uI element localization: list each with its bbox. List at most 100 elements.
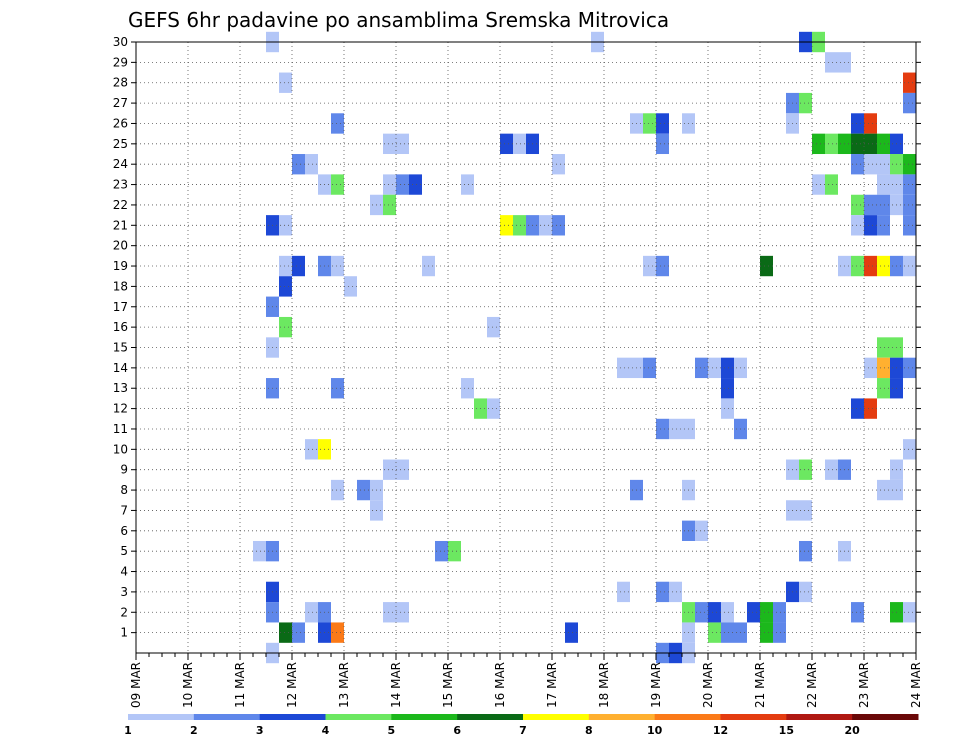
- heatmap-cell: [396, 459, 409, 480]
- y-tick-label: 19: [113, 259, 128, 273]
- legend-swatch: [391, 714, 458, 720]
- heatmap-cell: [864, 215, 877, 236]
- x-tick-label: 23 MAR: [857, 662, 871, 708]
- heatmap-cell: [864, 154, 877, 175]
- legend-swatch: [259, 714, 326, 720]
- heatmap-cell: [279, 72, 292, 93]
- heatmap-cell: [864, 357, 877, 379]
- heatmap-cell: [721, 622, 734, 643]
- heatmap-cell: [851, 194, 864, 216]
- legend-label: 2: [190, 724, 198, 737]
- heatmap-cell: [760, 255, 773, 277]
- legend-swatch: [654, 714, 721, 720]
- heatmap-cell: [643, 357, 656, 379]
- heatmap-cell: [695, 357, 708, 379]
- x-tick-label: 17 MAR: [545, 662, 559, 708]
- legend-label: 15: [779, 724, 794, 737]
- heatmap-cell: [877, 154, 890, 175]
- heatmap-cell: [487, 398, 500, 419]
- y-tick-label: 14: [113, 361, 128, 375]
- heatmap-cell: [695, 602, 708, 623]
- heatmap-cell: [708, 357, 721, 379]
- y-tick-label: 24: [113, 157, 128, 171]
- heatmap-cell: [305, 154, 318, 175]
- legend-swatch: [720, 714, 787, 720]
- y-tick-label: 22: [113, 198, 128, 212]
- heatmap-cell: [669, 581, 682, 603]
- heatmap-cell: [903, 439, 916, 460]
- heatmap-cell: [461, 378, 474, 399]
- heatmap-cell: [500, 133, 513, 155]
- heatmap-cell: [812, 133, 825, 155]
- heatmap-cell: [877, 357, 890, 379]
- heatmap-cell: [851, 154, 864, 175]
- heatmap-cell: [552, 154, 565, 175]
- x-tick-label: 10 MAR: [181, 662, 195, 708]
- y-tick-label: 18: [113, 279, 128, 293]
- x-tick-label: 16 MAR: [493, 662, 507, 708]
- heatmap-cell: [825, 459, 838, 480]
- x-tick-label: 09 MAR: [129, 662, 143, 708]
- heatmap-cell: [331, 174, 344, 195]
- heatmap-cell: [565, 622, 578, 643]
- legend-label: 1: [124, 724, 132, 737]
- heatmap-cell: [721, 378, 734, 399]
- y-tick-label: 13: [113, 381, 128, 395]
- heatmap-cell: [721, 357, 734, 379]
- y-tick-label: 21: [113, 218, 128, 232]
- heatmap-cell: [864, 194, 877, 216]
- legend-label: 10: [647, 724, 663, 737]
- heatmap-cell: [773, 622, 786, 643]
- heatmap-cell: [500, 215, 513, 236]
- heatmap-cell: [721, 602, 734, 623]
- heatmap-cell: [643, 255, 656, 277]
- heatmap-cell: [903, 357, 916, 379]
- legend-swatch: [457, 714, 524, 720]
- legend-label: 8: [585, 724, 593, 737]
- legend-label: 20: [845, 724, 861, 737]
- heatmap-cell: [903, 92, 916, 114]
- heatmap-cell: [760, 622, 773, 643]
- heatmap-cell: [331, 255, 344, 277]
- heatmap-cell: [812, 174, 825, 195]
- heatmap-cell: [396, 174, 409, 195]
- heatmap-cell: [695, 520, 708, 541]
- chart-title: GEFS 6hr padavine po ansamblima Sremska …: [128, 8, 669, 32]
- x-tick-label: 19 MAR: [649, 662, 663, 708]
- heatmap-cell: [331, 479, 344, 501]
- x-tick-label: 20 MAR: [701, 662, 715, 708]
- heatmap-cell: [487, 316, 500, 338]
- y-tick-label: 2: [120, 605, 128, 619]
- legend-swatch: [523, 714, 590, 720]
- heatmap-cell: [864, 398, 877, 419]
- heatmap-cell: [851, 255, 864, 277]
- heatmap-cell: [903, 154, 916, 175]
- y-tick-label: 23: [113, 178, 128, 192]
- x-tick-label: 18 MAR: [597, 662, 611, 708]
- heatmap-cell: [864, 113, 877, 134]
- heatmap-cell: [851, 133, 864, 155]
- heatmap-cell: [292, 255, 305, 277]
- heatmap-cell: [279, 622, 292, 643]
- y-tick-label: 6: [120, 524, 128, 538]
- heatmap-cell: [279, 215, 292, 236]
- heatmap-cell: [383, 602, 396, 623]
- heatmap-cell: [708, 622, 721, 643]
- y-tick-label: 25: [113, 137, 128, 151]
- legend-swatch: [193, 714, 261, 720]
- heatmap-cell: [344, 276, 357, 297]
- heatmap-cell: [864, 133, 877, 155]
- y-tick-label: 8: [120, 483, 128, 497]
- heatmap-cell: [799, 459, 812, 480]
- heatmap-cell: [656, 418, 669, 440]
- y-tick-label: 17: [113, 300, 128, 314]
- heatmap-cell: [357, 479, 370, 501]
- heatmap-cell: [799, 581, 812, 603]
- heatmap-cell: [721, 398, 734, 419]
- heatmap-cell: [799, 540, 812, 562]
- x-tick-label: 12 MAR: [285, 662, 299, 708]
- y-tick-label: 5: [120, 544, 128, 558]
- heatmap-cell: [617, 581, 630, 603]
- heatmap-cell: [656, 581, 669, 603]
